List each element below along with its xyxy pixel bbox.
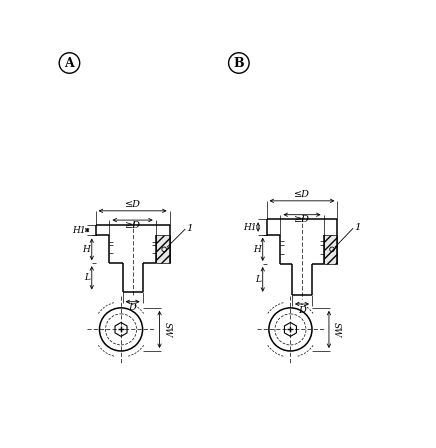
Text: D: D (129, 303, 136, 312)
Text: 1: 1 (187, 224, 193, 233)
Text: SW: SW (332, 322, 341, 337)
Text: D: D (298, 306, 306, 314)
Text: ≥D: ≥D (125, 221, 140, 230)
Text: A: A (65, 56, 74, 69)
Text: B: B (234, 56, 244, 69)
Polygon shape (324, 235, 337, 264)
Text: 1: 1 (354, 223, 361, 232)
Text: H: H (253, 245, 261, 254)
Text: H: H (82, 245, 90, 254)
Text: H1: H1 (243, 223, 256, 232)
Text: L: L (255, 275, 261, 284)
Text: H1: H1 (72, 226, 85, 235)
Text: L: L (84, 273, 90, 282)
Text: SW: SW (163, 322, 172, 337)
Text: ≥D: ≥D (294, 215, 310, 224)
Polygon shape (156, 236, 170, 263)
Text: ≤D: ≤D (294, 190, 310, 199)
Text: ≤D: ≤D (125, 200, 140, 209)
